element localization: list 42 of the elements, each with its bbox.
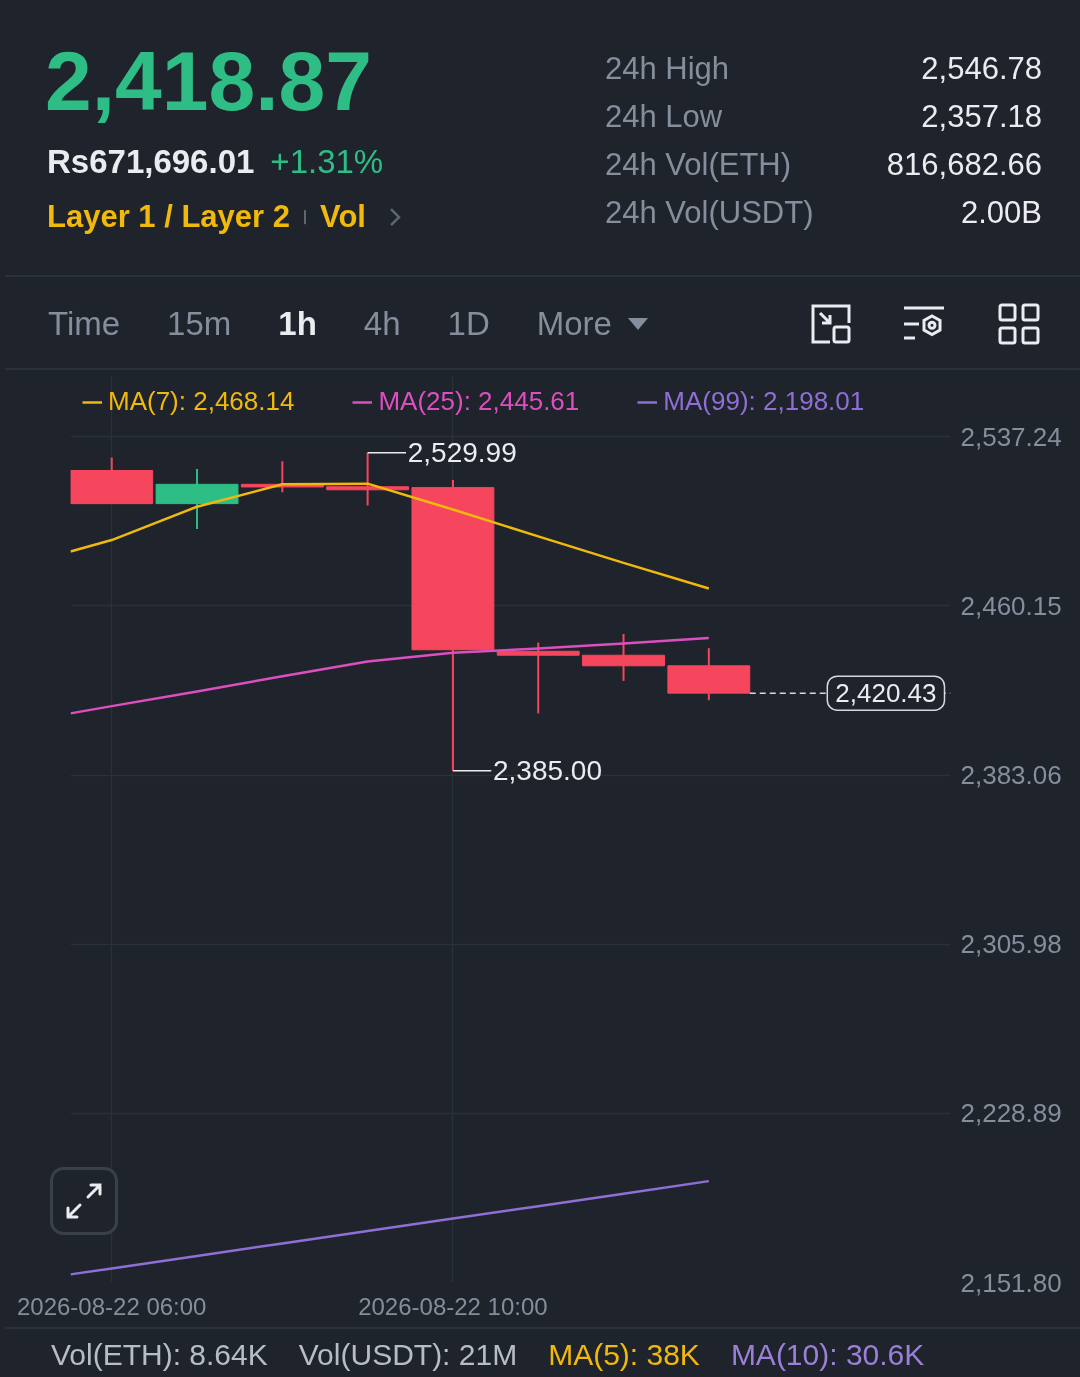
text: Vol(ETH): 8.64K <box>51 1337 268 1371</box>
line-series <box>70 1179 711 1276</box>
line-series <box>70 636 711 715</box>
chart-title: 2,418.87 <box>45 32 372 130</box>
text: Time <box>48 305 121 343</box>
y-tick-label: 2,228.89 <box>960 1098 1062 1129</box>
legend-label: MA(99): 2,198.01 <box>663 386 865 417</box>
y-tick-label: 2,537.24 <box>960 421 1062 452</box>
text: Vol <box>320 199 366 235</box>
candlestick <box>582 632 665 682</box>
ref-line-label: 2,420.43 <box>835 678 937 709</box>
candlestick <box>496 641 580 715</box>
text: MA(5): 38K <box>548 1337 700 1371</box>
text: MA(10): 30.6K <box>730 1337 925 1371</box>
text: 2,357.18 <box>921 99 1042 135</box>
legend-label: MA(25): 2,445.61 <box>378 386 580 417</box>
x-tick-label: 2026-08-22 06:00 <box>16 1292 207 1320</box>
text: 24h Low <box>605 99 723 135</box>
text: 24h Vol(ETH) <box>605 147 792 183</box>
text: Layer 1 / Layer 2 <box>47 199 290 235</box>
text: 4h <box>363 305 401 343</box>
y-tick-label: 2,383.06 <box>960 760 1062 791</box>
text: +1.31% <box>270 143 384 181</box>
y-tick-label: 2,305.98 <box>960 929 1062 960</box>
text: 2.00B <box>960 195 1042 231</box>
line-series <box>70 482 711 590</box>
x-tick-label: 2026-08-22 10:00 <box>358 1292 548 1320</box>
text: Vol(USDT): 21M <box>298 1337 518 1371</box>
y-tick-label: 2,151.80 <box>960 1267 1062 1298</box>
text: 2,546.78 <box>921 51 1042 87</box>
text: 24h High <box>605 51 730 87</box>
text: Rs671,696.01 <box>47 143 255 181</box>
text: More <box>536 305 612 343</box>
annotation: 2,385.00 <box>493 755 603 787</box>
text: 24h Vol(USDT) <box>605 195 814 231</box>
text: 15m <box>167 305 232 343</box>
text: 1h <box>278 305 317 343</box>
y-tick-label: 2,460.15 <box>960 590 1062 621</box>
text: 1D <box>447 305 490 343</box>
annotation: 2,529.99 <box>407 437 517 469</box>
legend-label: MA(7): 2,468.14 <box>108 386 295 417</box>
text: 816,682.66 <box>886 147 1042 183</box>
